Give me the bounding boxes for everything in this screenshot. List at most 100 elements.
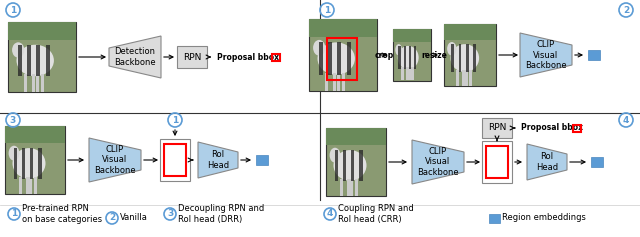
Polygon shape — [198, 142, 238, 178]
Bar — [29, 177, 32, 194]
Text: Decoupling RPN and
RoI head (DRR): Decoupling RPN and RoI head (DRR) — [178, 204, 264, 224]
Bar — [355, 179, 358, 196]
Bar — [473, 44, 476, 72]
Text: Region embeddings: Region embeddings — [502, 214, 586, 223]
Bar — [459, 44, 461, 72]
Bar — [335, 150, 338, 181]
Bar — [591, 157, 603, 167]
Bar — [469, 70, 472, 86]
Text: 1: 1 — [11, 210, 17, 219]
Ellipse shape — [447, 42, 456, 56]
Text: 1: 1 — [324, 5, 330, 14]
Bar — [342, 73, 345, 91]
Ellipse shape — [333, 150, 367, 181]
Bar — [5, 126, 65, 143]
Bar — [409, 46, 411, 69]
Text: 2: 2 — [623, 5, 629, 14]
Bar — [38, 148, 42, 179]
Text: RoI
Head: RoI Head — [207, 150, 229, 170]
Bar — [337, 42, 341, 75]
Bar — [451, 44, 454, 72]
Bar — [408, 67, 411, 80]
Bar — [319, 42, 323, 75]
Bar — [177, 46, 207, 68]
Bar — [350, 179, 353, 196]
Text: 3: 3 — [167, 210, 173, 219]
Bar — [8, 22, 76, 92]
Text: 1: 1 — [172, 115, 178, 124]
Bar — [327, 38, 357, 80]
Text: crop: crop — [374, 50, 394, 59]
Text: resize: resize — [421, 50, 447, 59]
Bar — [26, 177, 29, 194]
Bar — [36, 45, 40, 76]
Text: Pre-trained RPN
on base categories: Pre-trained RPN on base categories — [22, 204, 102, 224]
Text: CLIP
Visual
Backbone: CLIP Visual Backbone — [525, 40, 567, 70]
Bar — [393, 29, 431, 81]
Bar — [5, 126, 65, 194]
Bar — [482, 118, 512, 138]
Bar — [444, 24, 496, 40]
Polygon shape — [109, 36, 161, 78]
Polygon shape — [520, 33, 572, 77]
Bar — [337, 73, 340, 91]
Bar — [486, 146, 508, 178]
Bar — [573, 124, 581, 132]
Ellipse shape — [317, 42, 355, 75]
Bar — [326, 128, 386, 196]
Bar — [465, 70, 468, 86]
Ellipse shape — [12, 42, 24, 58]
Bar — [347, 42, 351, 75]
Bar — [256, 155, 268, 165]
Bar — [488, 214, 499, 223]
Bar — [18, 45, 22, 76]
Bar — [406, 67, 409, 80]
Text: Coupling RPN and
RoI head (CRR): Coupling RPN and RoI head (CRR) — [338, 204, 413, 224]
Ellipse shape — [397, 46, 419, 69]
Ellipse shape — [8, 146, 19, 161]
Bar — [22, 148, 25, 179]
Bar — [462, 70, 465, 86]
Bar — [333, 73, 336, 91]
Bar — [309, 19, 377, 91]
Bar — [326, 128, 386, 145]
Ellipse shape — [396, 44, 402, 55]
Bar — [588, 50, 600, 60]
Text: Proposal bbox: Proposal bbox — [521, 123, 583, 132]
Bar — [351, 150, 355, 181]
Bar — [328, 42, 332, 75]
Bar — [30, 148, 33, 179]
Polygon shape — [412, 140, 464, 184]
Bar — [482, 141, 512, 183]
Bar — [399, 46, 401, 69]
Text: RPN: RPN — [488, 123, 506, 132]
Bar — [343, 150, 346, 181]
Bar — [34, 177, 37, 194]
Text: 4: 4 — [327, 210, 333, 219]
Text: RPN: RPN — [183, 53, 201, 61]
Ellipse shape — [13, 148, 45, 179]
Bar — [340, 179, 343, 196]
Text: 4: 4 — [623, 115, 629, 124]
Bar — [8, 22, 76, 40]
Text: Detection
Backbone: Detection Backbone — [114, 47, 156, 67]
Bar — [401, 67, 404, 80]
Text: Proposal bbox: Proposal bbox — [217, 53, 279, 61]
Bar — [13, 148, 17, 179]
Ellipse shape — [330, 148, 340, 163]
Text: CLIP
Visual
Backbone: CLIP Visual Backbone — [94, 145, 136, 175]
Text: CLIP
Visual
Backbone: CLIP Visual Backbone — [417, 147, 459, 177]
Text: RoI
Head: RoI Head — [536, 152, 558, 172]
Bar — [404, 46, 406, 69]
Bar — [46, 45, 49, 76]
Bar — [444, 24, 496, 86]
Bar — [360, 150, 363, 181]
Bar — [309, 19, 377, 37]
Bar — [41, 74, 44, 92]
Bar — [325, 73, 328, 91]
Text: 2: 2 — [109, 214, 115, 223]
Bar — [456, 70, 459, 86]
Bar — [24, 74, 28, 92]
Bar — [164, 144, 186, 176]
Ellipse shape — [451, 44, 479, 72]
